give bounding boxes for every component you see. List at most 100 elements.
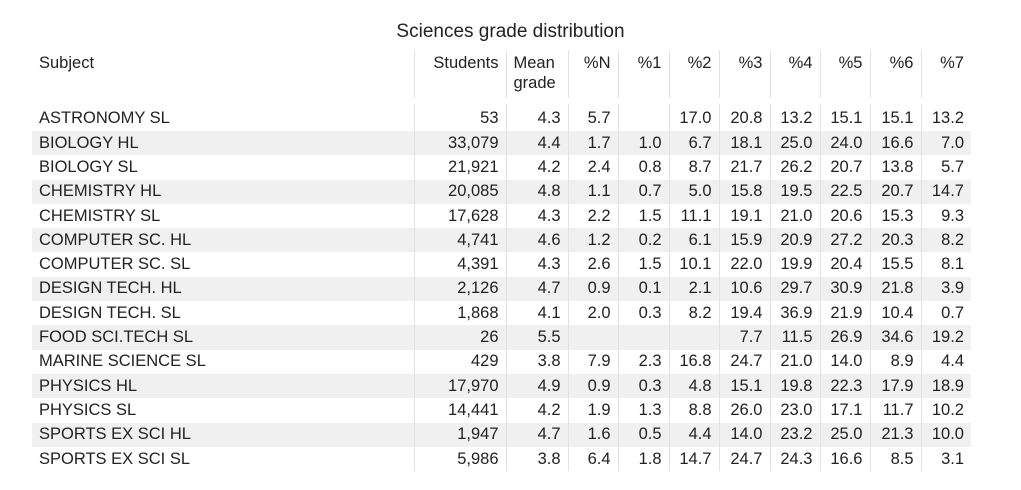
table-row: BIOLOGY SL 21,921 4.2 2.4 0.8 8.7 21.7 26.2 20.7… (32, 155, 971, 180)
value-cell-pct-4: 21.0 (769, 203, 820, 229)
value-cell-pct-3: 19.1 (718, 203, 770, 229)
value-cell-pct-n: 6.4 (567, 446, 618, 472)
value-cell-mean-grade: 4.8 (505, 179, 568, 204)
value-cell-pct-1: 1.5 (617, 203, 669, 229)
value-cell-pct-1: 2.3 (617, 349, 669, 374)
value-cell-pct-7: 7.0 (920, 131, 971, 156)
value-cell-pct-2: 5.0 (668, 179, 719, 204)
value-cell-students: 2,126 (413, 276, 506, 302)
value-cell-pct-5: 24.0 (819, 131, 870, 156)
value-cell-mean-grade: 4.2 (505, 398, 568, 423)
value-cell-pct-4: 13.2 (769, 98, 820, 131)
value-cell-pct-n: 1.1 (567, 179, 618, 204)
column-header-subject: Subject (32, 50, 414, 102)
value-cell-pct-5: 27.2 (819, 228, 870, 253)
value-cell-pct-7: 8.1 (920, 252, 971, 277)
value-cell-pct-4: 25.0 (769, 131, 820, 156)
value-cell-students: 5,986 (413, 446, 506, 472)
value-cell-pct-7: 8.2 (920, 228, 971, 253)
value-cell-pct-1: 0.7 (617, 179, 669, 204)
value-cell-pct-n: 1.6 (567, 422, 618, 447)
value-cell-mean-grade: 4.7 (505, 422, 568, 447)
value-cell-students: 21,921 (413, 155, 506, 180)
value-cell-mean-grade: 4.3 (505, 252, 568, 277)
value-cell-pct-4: 29.7 (769, 276, 820, 302)
value-cell-pct-4: 21.0 (769, 349, 820, 374)
header-row: Subject Students Mean grade %N %1 %2 %3 %4 %5 %6%… (32, 50, 971, 102)
value-cell-pct-5: 22.3 (819, 373, 870, 399)
subject-cell: MARINE SCIENCE SL (39, 352, 206, 371)
value-cell-pct-3: 24.7 (718, 446, 770, 472)
subject-cell: CHEMISTRY SL (39, 206, 161, 225)
subject-cell: DESIGN TECH. HL (32, 276, 414, 302)
value-cell-pct-7: 5.7 (920, 155, 971, 180)
subject-cell: FOOD SCI.TECH SL (32, 325, 414, 350)
subject-cell: COMPUTER SC. SL (39, 255, 191, 274)
value-cell-pct-1: 1.0 (617, 131, 669, 156)
value-cell-pct-5: 17.1 (819, 398, 870, 423)
value-cell-pct-n: 0.9 (567, 373, 618, 399)
subject-cell: COMPUTER SC. HL (32, 228, 414, 253)
value-cell-mean-grade: 4.3 (505, 203, 568, 229)
value-cell-mean-grade: 4.4 (505, 131, 568, 156)
column-header-students: Students (413, 50, 506, 102)
value-cell-pct-1: 0.1 (617, 276, 669, 302)
table-row: SPORTS EX SCI SL 5,986 3.8 6.4 1.8 14.7 24.7 24… (32, 446, 971, 472)
value-cell-pct-5: 20.4 (819, 252, 870, 277)
value-cell-pct-6: 11.7 (869, 398, 921, 423)
column-header-pct-2: %2 (668, 50, 719, 102)
value-cell-students: 4,391 (413, 252, 506, 277)
value-cell-pct-7: 0.7 (920, 301, 971, 326)
value-cell-pct-4: 36.9 (769, 301, 820, 326)
table-row: SPORTS EX SCI HL 1,947 4.7 1.6 0.5 4.4 14.0 23.… (32, 422, 971, 447)
value-cell-pct-4: 19.5 (769, 179, 820, 204)
value-cell-pct-2: 11.1 (668, 203, 719, 229)
subject-cell: ASTRONOMY SL (32, 98, 414, 131)
value-cell-pct-6: 15.3 (869, 203, 921, 229)
subject-cell: SPORTS EX SCI SL (39, 449, 190, 468)
value-cell-students: 1,868 (413, 301, 506, 326)
value-cell-students: 14,441 (413, 398, 506, 423)
column-header-pct-3: %3 (718, 50, 770, 102)
value-cell-pct-3: 7.7 (718, 325, 770, 350)
column-header-pct-n: %N (567, 50, 618, 102)
value-cell-pct-7: 3.1 (920, 446, 971, 472)
value-cell-pct-7: 19.2 (920, 325, 971, 350)
value-cell-pct-6: 8.5 (869, 446, 921, 472)
value-cell-pct-n: 1.9 (567, 398, 618, 423)
column-header-pct-4: %4 (769, 50, 820, 102)
value-cell-pct-7: 10.2 (920, 398, 971, 423)
subject-cell: DESIGN TECH. SL (39, 303, 181, 322)
value-cell-pct-4: 11.5 (769, 325, 820, 350)
value-cell-pct-2: 6.7 (668, 131, 719, 156)
value-cell-pct-1: 0.5 (617, 422, 669, 447)
value-cell-pct-6: 15.5 (869, 252, 921, 277)
subject-cell: PHYSICS HL (32, 373, 414, 399)
table-row: CHEMISTRY HL 20,085 4.8 1.1 0.7 5.0 15.8 19.5 22… (32, 179, 971, 204)
column-header-pct-7: %7 (920, 50, 971, 102)
value-cell-pct-2: 8.2 (668, 301, 719, 326)
table-row: ASTRONOMY SL 53 4.3 5.7 17.0 20.8 13.2 15.1 15.1… (32, 98, 971, 131)
value-cell-pct-3: 18.1 (718, 131, 770, 156)
value-cell-pct-7: 4.4 (920, 349, 971, 374)
value-cell-mean-grade: 4.7 (505, 276, 568, 302)
value-cell-pct-5: 20.6 (819, 203, 870, 229)
value-cell-mean-grade: 5.5 (505, 325, 568, 350)
value-cell-pct-1 (617, 325, 669, 350)
value-cell-pct-1: 1.5 (617, 252, 669, 277)
table-row: PHYSICS SL 14,441 4.2 1.9 1.3 8.8 26.0 23.0 17.1… (32, 398, 971, 423)
value-cell-pct-n: 1.7 (567, 131, 618, 156)
value-cell-students: 17,970 (413, 373, 506, 399)
value-cell-pct-1: 1.3 (617, 398, 669, 423)
value-cell-pct-3: 19.4 (718, 301, 770, 326)
value-cell-students: 53 (413, 98, 506, 131)
value-cell-pct-7: 13.2 (920, 98, 971, 131)
table-row: CHEMISTRY SL 17,628 4.3 2.2 1.5 11.1 19.1 21.0 2… (32, 203, 971, 229)
value-cell-mean-grade: 4.6 (505, 228, 568, 253)
value-cell-pct-3: 24.7 (718, 349, 770, 374)
value-cell-pct-6: 8.9 (869, 349, 921, 374)
column-header-pct-6: %6 (869, 50, 921, 102)
value-cell-pct-5: 20.7 (819, 155, 870, 180)
value-cell-pct-4: 26.2 (769, 155, 820, 180)
column-header-pct-1: %1 (617, 50, 669, 102)
